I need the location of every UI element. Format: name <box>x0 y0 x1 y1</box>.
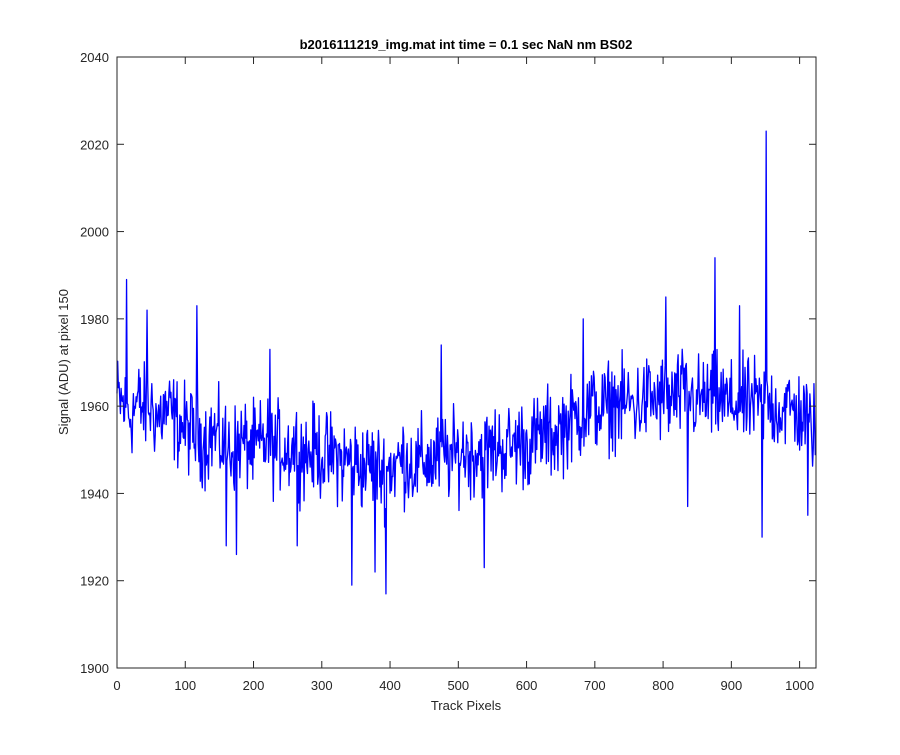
y-tick-label: 1940 <box>80 486 109 501</box>
x-tick-label: 500 <box>447 678 469 693</box>
x-ticks: 0 100 200 300 400 500 600 700 800 900 1000 <box>113 57 814 693</box>
y-tick-label: 1980 <box>80 312 109 327</box>
x-tick-label: 1000 <box>785 678 814 693</box>
y-tick-label: 1960 <box>80 399 109 414</box>
y-tick-label: 1920 <box>80 574 109 589</box>
x-tick-label: 0 <box>113 678 120 693</box>
y-tick-label: 1900 <box>80 661 109 676</box>
x-tick-label: 600 <box>516 678 538 693</box>
y-tick-label: 2020 <box>80 137 109 152</box>
x-tick-label: 700 <box>584 678 606 693</box>
x-tick-label: 400 <box>379 678 401 693</box>
x-tick-label: 800 <box>652 678 674 693</box>
x-tick-label: 200 <box>243 678 265 693</box>
x-axis-label: Track Pixels <box>431 698 502 713</box>
y-axis-label: Signal (ADU) at pixel 150 <box>56 289 71 435</box>
y-tick-label: 2040 <box>80 50 109 65</box>
series-layer <box>116 130 816 595</box>
x-tick-label: 100 <box>174 678 196 693</box>
x-tick-label: 300 <box>311 678 333 693</box>
chart-title: b2016111219_img.mat int time = 0.1 sec N… <box>300 37 633 52</box>
signal-series-line <box>116 130 816 595</box>
y-ticks: 1900 1920 1940 1960 1980 2000 2020 2040 <box>80 50 816 676</box>
axes-box <box>116 56 817 669</box>
plot-area <box>117 57 816 668</box>
x-tick-label: 900 <box>721 678 743 693</box>
y-tick-label: 2000 <box>80 225 109 240</box>
